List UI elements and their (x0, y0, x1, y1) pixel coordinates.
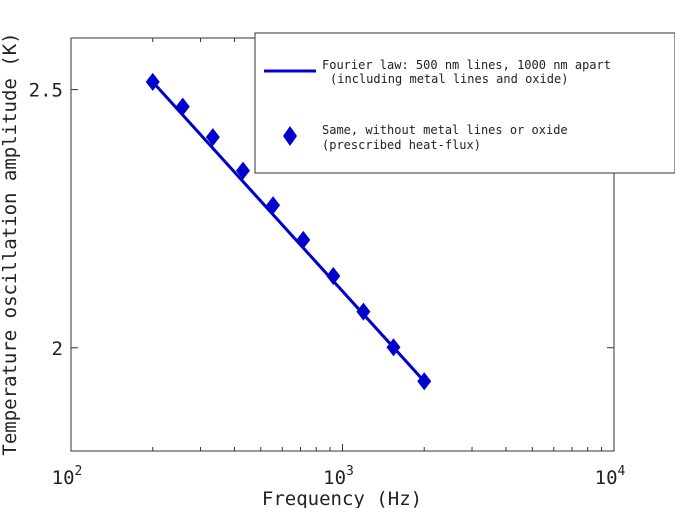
legend: Fourier law: 500 nm lines, 1000 nm apart… (254, 32, 675, 174)
legend-diamond-swatch (283, 126, 297, 146)
x-tick-label: 104 (595, 464, 626, 489)
y-tick-label: 2 (52, 338, 63, 360)
legend-entry-diamond-2: (prescribed heat-flux) (322, 138, 481, 152)
x-tick-label: 102 (52, 464, 83, 489)
data-point-diamond (235, 161, 250, 180)
legend-entry-line-2: (including metal lines and oxide) (330, 72, 568, 86)
data-point-diamond (266, 196, 281, 215)
legend-entry-diamond-1: Same, without metal lines or oxide (322, 123, 568, 137)
tick-labels: 102 103 104 2 2.5 (29, 80, 626, 489)
data-point-diamond (205, 128, 220, 147)
data-point-diamond (417, 372, 432, 391)
legend-entry-line-1: Fourier law: 500 nm lines, 1000 nm apart (322, 58, 611, 72)
data-point-diamond (356, 302, 371, 321)
series-layer (145, 72, 432, 391)
data-point-diamond (175, 97, 190, 116)
legend-box (254, 32, 675, 174)
series-line-fourier-law (151, 80, 426, 383)
data-point-diamond (326, 266, 341, 285)
y-tick-label: 2.5 (29, 80, 63, 102)
x-tick-label: 103 (323, 464, 354, 489)
data-point-diamond (145, 72, 160, 91)
data-point-diamond (386, 338, 401, 357)
data-point-diamond (296, 230, 311, 249)
y-axis-label: Temperature oscillation amplitude (K) (0, 32, 21, 455)
x-axis-label: Frequency (Hz) (262, 488, 422, 508)
